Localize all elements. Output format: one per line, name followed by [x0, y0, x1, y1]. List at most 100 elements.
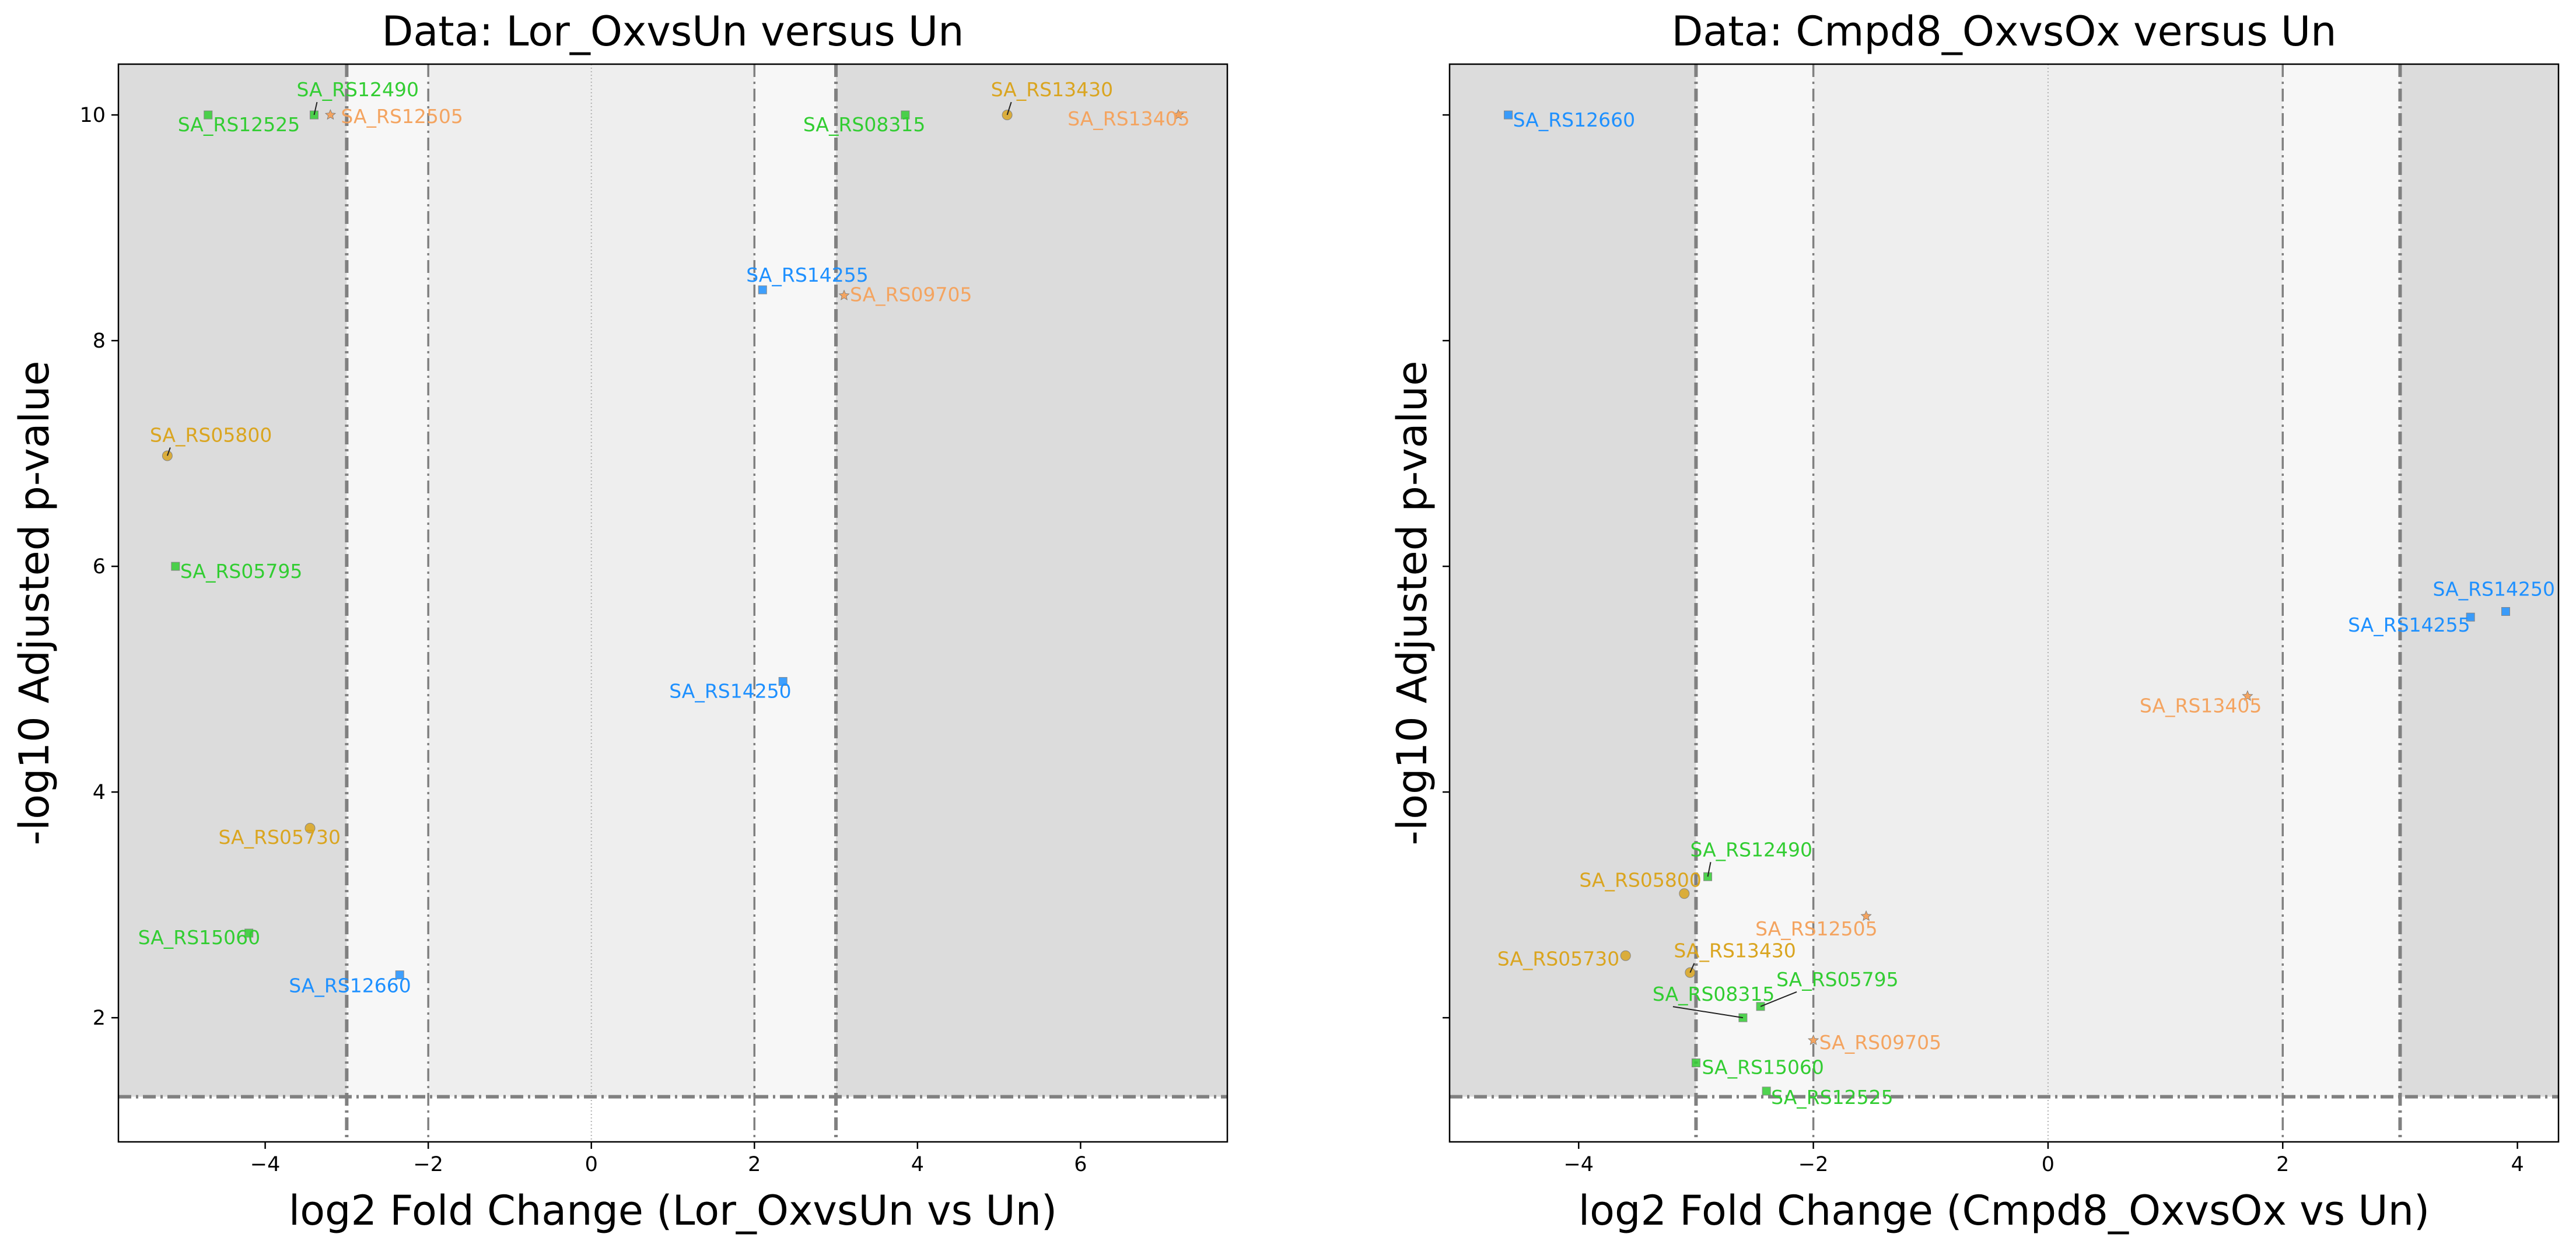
region-moderate-up — [754, 64, 836, 1097]
label-leader-line — [313, 101, 318, 115]
point-label: SA_RS05730 — [218, 826, 341, 849]
data-point-group: SA_RS12525 — [1762, 1086, 1894, 1109]
data-point — [1620, 950, 1631, 961]
region-moderate-down — [1696, 64, 1814, 1097]
x-tick-label: −2 — [1798, 1153, 1829, 1176]
data-point-group: SA_RS14250 — [2432, 578, 2555, 616]
data-point — [778, 676, 788, 686]
data-point-group: SA_RS09705 — [1807, 1031, 1942, 1054]
data-point — [758, 285, 767, 295]
x-axis-label: log2 Fold Change (Cmpd8_OxvsOx vs Un) — [1578, 1187, 2430, 1235]
y-tick-label: 6 — [93, 555, 106, 579]
panel-2: SA_RS12660 SA_RS14250 SA_RS14255 SA_RS13405… — [1388, 8, 2560, 1235]
chart-title: Data: Cmpd8_OxvsOx versus Un — [1671, 8, 2336, 55]
data-point — [1172, 109, 1184, 120]
data-point — [2466, 612, 2475, 622]
point-label: SA_RS09705 — [1819, 1031, 1942, 1054]
data-point-group: SA_RS08315 — [803, 110, 926, 136]
x-tick-label: −4 — [250, 1153, 281, 1176]
point-label: SA_RS12505 — [1755, 917, 1878, 940]
label-leader-line — [1707, 862, 1712, 877]
point-label: SA_RS12660 — [289, 974, 411, 997]
data-point — [2501, 607, 2510, 616]
axes-frame — [117, 63, 1228, 1143]
x-tick-label: 2 — [748, 1153, 761, 1176]
point-label: SA_RS08315 — [1653, 983, 1775, 1005]
data-point-group: SA_RS05800 — [1579, 868, 1702, 899]
region-moderate-down — [346, 64, 429, 1097]
data-point-group: SA_RS05730 — [218, 823, 341, 849]
point-label: SA_RS13430 — [1674, 940, 1796, 962]
region-strong-down — [1450, 64, 1696, 1097]
data-point — [1679, 888, 1690, 899]
y-tick-label: 8 — [93, 329, 106, 353]
y-axis-label: -log10 Adjusted p-value — [10, 361, 58, 846]
data-point — [1860, 910, 1872, 921]
label-leader-line — [1672, 1006, 1744, 1019]
data-point-group: SA_RS12505 — [1755, 910, 1878, 940]
region-strong-up — [836, 64, 1227, 1097]
point-label: SA_RS05795 — [1776, 968, 1899, 991]
data-point-group: SA_RS12660 — [1504, 108, 1636, 131]
x-tick-label: −4 — [1563, 1153, 1594, 1176]
point-label: SA_RS12490 — [1690, 838, 1813, 861]
data-point-group: SA_RS13430 — [1674, 940, 1796, 978]
point-label: SA_RS12525 — [1771, 1086, 1894, 1109]
point-label: SA_RS12525 — [178, 113, 300, 136]
data-point-group: SA_RS13405 — [1068, 107, 1190, 130]
point-label: SA_RS13430 — [991, 78, 1114, 101]
point-label: SA_RS08315 — [803, 113, 926, 136]
x-tick-label: 4 — [911, 1153, 924, 1176]
data-point — [1504, 110, 1513, 120]
x-tick-label: 6 — [1074, 1153, 1087, 1176]
region-moderate-up — [2283, 64, 2400, 1097]
label-leader-line — [166, 447, 171, 456]
data-point-group: SA_RS13405 — [2140, 690, 2262, 717]
data-point-group: SA_RS14250 — [669, 676, 792, 702]
y-tick-label: 4 — [93, 781, 106, 804]
data-point — [244, 928, 254, 938]
data-point-group: SA_RS12660 — [289, 970, 411, 997]
point-label: SA_RS15060 — [138, 926, 261, 949]
data-point — [324, 109, 336, 120]
data-point-group: SA_RS13430 — [991, 78, 1114, 121]
data-point-group: SA_RS12490 — [1690, 838, 1813, 881]
data-point-group: SA_RS05730 — [1497, 948, 1631, 970]
panel-1: SA_RS12525 SA_RS12490 SA_RS12505 SA_RS08315… — [10, 8, 1228, 1235]
point-label: SA_RS12505 — [341, 105, 463, 128]
x-tick-label: 0 — [2042, 1153, 2054, 1176]
data-point — [171, 562, 180, 571]
data-point-group: SA_RS05800 — [150, 423, 272, 461]
x-axis-label: log2 Fold Change (Lor_OxvsUn vs Un) — [289, 1187, 1058, 1235]
point-label: SA_RS14250 — [2432, 578, 2555, 601]
data-point — [395, 970, 404, 980]
point-label: SA_RS15060 — [1702, 1056, 1824, 1079]
region-strong-down — [118, 64, 347, 1097]
point-label: SA_RS12660 — [1513, 108, 1636, 131]
data-point-group: SA_RS05795 — [1756, 968, 1899, 1011]
data-point — [901, 110, 910, 120]
data-point-group: SA_RS12505 — [324, 105, 463, 128]
data-point-group: SA_RS05795 — [171, 560, 302, 583]
y-axis-label: -log10 Adjusted p-value — [1388, 361, 1436, 846]
label-leader-line — [1006, 101, 1012, 115]
data-point-group: SA_RS12525 — [178, 110, 300, 136]
data-point — [204, 110, 213, 120]
chart-title: Data: Lor_OxvsUn versus Un — [382, 8, 964, 55]
point-label: SA_RS05730 — [1497, 948, 1620, 970]
data-point — [1762, 1086, 1771, 1096]
point-label: SA_RS14255 — [746, 264, 869, 286]
data-point-group: SA_RS09705 — [838, 283, 972, 306]
data-point — [1691, 1058, 1700, 1068]
data-point-group: SA_RS08315 — [1653, 983, 1775, 1022]
point-label: SA_RS13405 — [2140, 695, 2262, 717]
data-point-group: SA_RS14255 — [746, 264, 869, 295]
x-tick-label: 2 — [2276, 1153, 2289, 1176]
point-label: SA_RS05800 — [1579, 868, 1702, 891]
data-point-group: SA_RS14255 — [2348, 612, 2475, 636]
label-leader-line — [1689, 963, 1695, 973]
data-point-group: SA_RS12490 — [296, 78, 419, 120]
data-point — [1807, 1034, 1819, 1045]
region-strong-up — [2400, 64, 2558, 1097]
